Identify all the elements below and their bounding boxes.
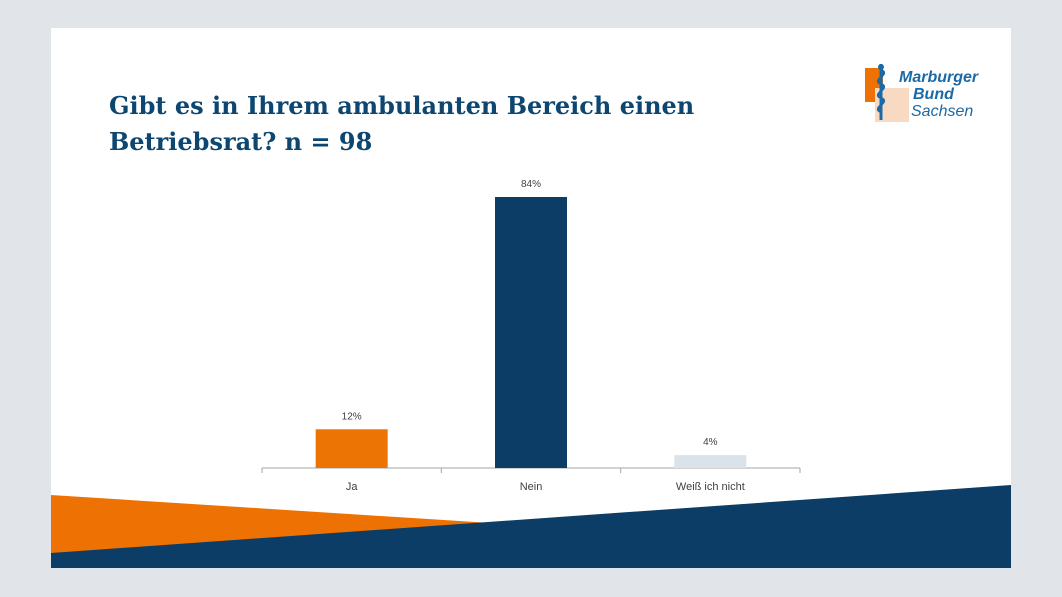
data-label: 4% (703, 437, 718, 448)
bar-nein (495, 197, 567, 468)
logo-text-line1: Marburger (899, 69, 979, 86)
x-tick-label: Ja (346, 481, 359, 493)
bar-chart: 12% Ja 84% Nein 4% Weiß ich nicht (261, 179, 801, 493)
navy-band (51, 485, 1011, 568)
data-label: 84% (521, 179, 541, 190)
data-label: 12% (342, 411, 362, 422)
x-tick-label: Weiß ich nicht (676, 481, 745, 493)
logo-text-line3: Sachsen (911, 103, 974, 120)
logo-text-line2: Bund (913, 86, 954, 103)
bar-weiß-ich-nicht (674, 455, 747, 468)
logo-emblem-icon (865, 64, 909, 122)
page-title: Gibt es in Ihrem ambulanten Bereich eine… (109, 91, 695, 156)
bar-ja (315, 429, 388, 468)
decorative-bands (51, 485, 1011, 568)
x-tick-label: Nein (520, 481, 543, 493)
slide: Gibt es in Ihrem ambulanten Bereich eine… (51, 28, 1011, 568)
marburger-bund-logo: Marburger Bund Sachsen (863, 62, 993, 124)
